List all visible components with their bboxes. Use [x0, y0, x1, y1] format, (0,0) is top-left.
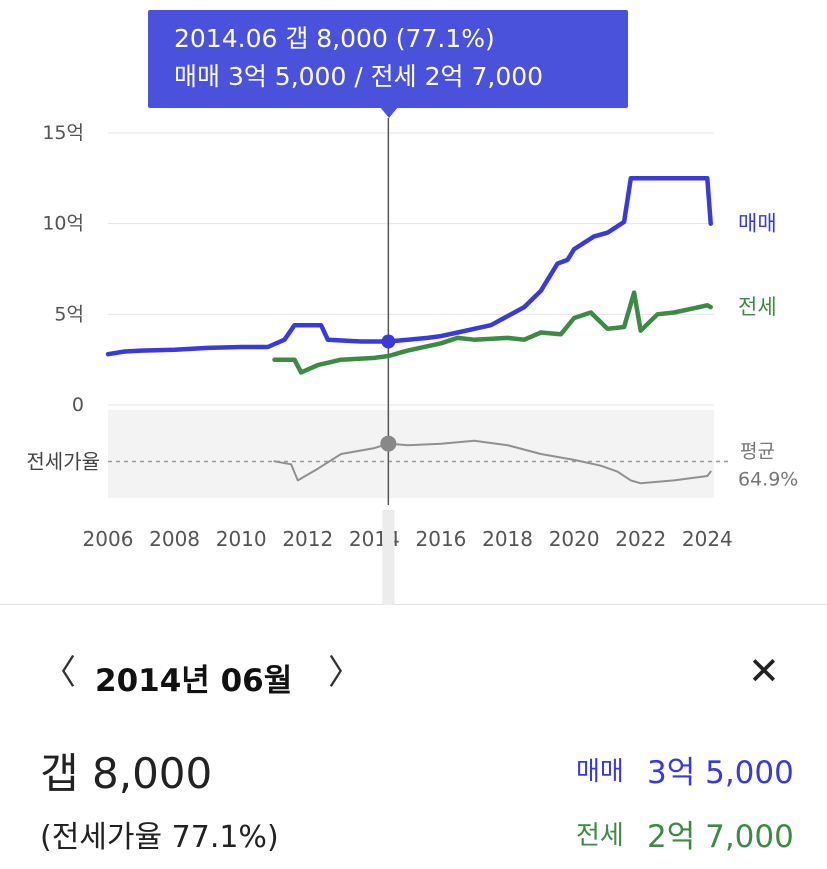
close-icon[interactable]: ✕ — [748, 649, 780, 693]
selection-track — [382, 510, 395, 605]
gap-value: 갭 8,000 — [40, 749, 213, 798]
chevron-right-icon[interactable]: 〉 — [328, 653, 362, 693]
jeonse-series-line — [272, 290, 713, 375]
ratio-selected-point — [380, 435, 397, 452]
average-value: 64.9% — [738, 468, 798, 490]
jeonse-label: 전세 — [576, 821, 624, 851]
sale-series-line — [105, 176, 713, 357]
x-tick-label: 2006 — [83, 527, 134, 551]
ratio-value: (전세가율 77.1%) — [40, 820, 279, 855]
detail-panel: 〈 2014년 06월 〉 ✕ 갭 8,000 (전세가율 77.1%) 매매 … — [0, 605, 827, 869]
ratio-series-line — [273, 439, 712, 485]
y-tick-label: 5억 — [54, 303, 84, 325]
jeonse-series-label: 전세 — [738, 295, 777, 319]
chevron-left-icon[interactable]: 〈 — [42, 653, 76, 693]
x-tick-label: 2020 — [549, 527, 600, 551]
x-tick-label: 2024 — [682, 527, 733, 551]
jeonse-value: 2억 7,000 — [647, 819, 794, 855]
average-label: 평균 — [740, 440, 775, 462]
x-tick-label: 2012 — [282, 527, 333, 551]
sale-series-label: 매매 — [738, 212, 777, 236]
y-tick-label: 10억 — [42, 213, 84, 235]
x-tick-label: 2008 — [149, 527, 200, 551]
sale-label: 매매 — [576, 757, 624, 787]
y-tick-label: 0 — [72, 394, 84, 416]
x-tick-label: 2018 — [482, 527, 533, 551]
tooltip-line1: 2014.06 갭 8,000 (77.1%) — [174, 24, 495, 53]
selected-date: 2014년 06월 — [95, 663, 293, 699]
y-tick-label: 15억 — [42, 122, 84, 144]
x-tick-label: 2016 — [416, 527, 467, 551]
sale-selected-point — [381, 334, 396, 349]
chart-tooltip: 2014.06 갭 8,000 (77.1%) 매매 3억 5,000 / 전세… — [148, 10, 628, 108]
tooltip-arrow — [380, 107, 398, 118]
tooltip-line2: 매매 3억 5,000 / 전세 2억 7,000 — [174, 62, 544, 91]
x-tick-label: 2010 — [216, 527, 267, 551]
sale-value: 3억 5,000 — [647, 755, 794, 791]
ratio-band — [108, 410, 714, 498]
x-tick-label: 2022 — [615, 527, 666, 551]
ratio-axis-label: 전세가율 — [26, 449, 100, 473]
